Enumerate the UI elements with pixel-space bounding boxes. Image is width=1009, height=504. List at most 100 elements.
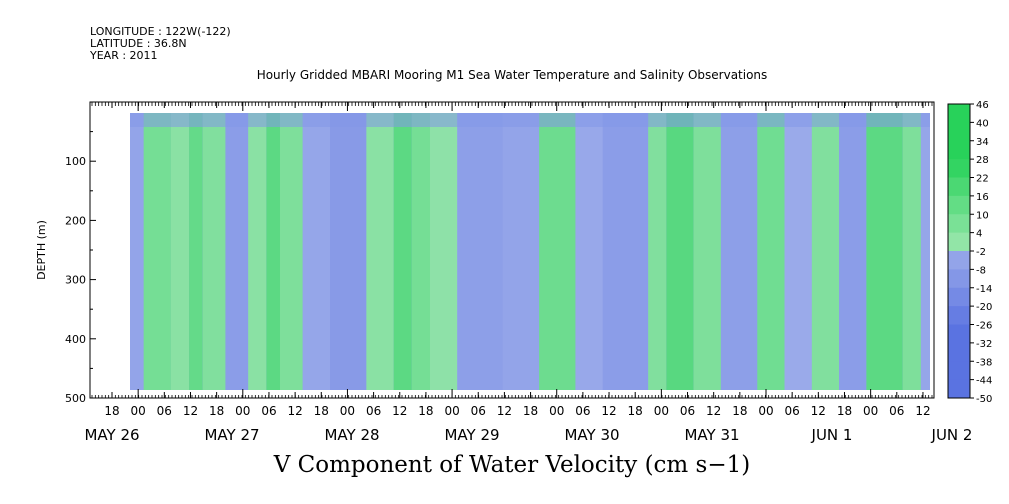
x-hour-label: 12	[183, 404, 198, 418]
heatmap-band	[130, 113, 144, 390]
x-date-label: MAY 26	[84, 426, 139, 444]
heatmap-band	[280, 113, 303, 390]
longitude-label: LONGITUDE : 122W(-122)	[90, 25, 231, 38]
colorbar-swatch	[948, 324, 970, 344]
x-hour-label: 06	[366, 404, 381, 418]
colorbar-swatch	[948, 306, 970, 325]
colorbar-swatch	[948, 342, 970, 362]
colorbar-swatch	[948, 379, 970, 399]
x-hour-label: 18	[732, 404, 747, 418]
heatmap-band	[920, 113, 930, 390]
colorbar-label: -50	[976, 394, 992, 405]
y-tick-label: 200	[65, 214, 86, 227]
colorbar-label: 10	[976, 210, 989, 221]
x-hour-label: 18	[104, 404, 119, 418]
colorbar-label: 34	[976, 137, 989, 148]
x-hour-label: 12	[497, 404, 512, 418]
y-axis: 100 200 300 400 500	[65, 131, 96, 405]
heatmap-band	[266, 113, 280, 390]
chart-title: Hourly Gridded MBARI Mooring M1 Sea Wate…	[256, 68, 768, 82]
heatmap-band	[757, 113, 785, 390]
x-axis-label: V Component of Water Velocity (cm s−1)	[273, 452, 751, 478]
heatmap-band	[302, 113, 330, 390]
x-date-label: MAY 30	[564, 426, 619, 444]
y-tick-label: 300	[65, 274, 86, 287]
x-hour-label: 00	[863, 404, 878, 418]
x-hour-label: 12	[915, 404, 930, 418]
x-date-label: MAY 28	[324, 426, 379, 444]
heatmap-band	[784, 113, 812, 390]
x-hour-label: 06	[889, 404, 904, 418]
colorbar-label: -32	[976, 339, 992, 350]
heatmap-band	[189, 113, 203, 390]
x-hour-label: 06	[471, 404, 486, 418]
colorbar-swatch	[948, 269, 970, 289]
x-date-label: JUN 2	[931, 426, 973, 444]
x-hour-label: 18	[628, 404, 643, 418]
colorbar-swatch	[948, 122, 970, 142]
colorbar-swatch	[948, 195, 970, 215]
surface-layer	[130, 113, 930, 127]
colorbar: 46 40 34 28 22 16 10 4 -2 -8 -14 -20 -26 -32 -38 -44 -50	[947, 100, 992, 405]
heatmap-band	[648, 113, 667, 390]
x-hour-label: 06	[575, 404, 590, 418]
colorbar-swatch	[948, 232, 970, 252]
heatmap-band	[457, 113, 503, 390]
x-hour-label: 18	[418, 404, 433, 418]
x-hour-label: 00	[549, 404, 564, 418]
x-hour-label: 18	[837, 404, 852, 418]
x-hour-label: 06	[261, 404, 276, 418]
x-date-label: MAY 31	[684, 426, 739, 444]
heatmap-band	[720, 113, 758, 390]
x-hour-label: 18	[523, 404, 538, 418]
x-hour-label: 06	[785, 404, 800, 418]
heatmap-band	[330, 113, 367, 390]
colorbar-label: -14	[976, 284, 992, 295]
colorbar-swatch	[948, 104, 970, 123]
x-hour-label: 00	[235, 404, 250, 418]
colorbar-label: -44	[976, 376, 992, 387]
heatmap-field	[130, 113, 930, 390]
colorbar-label: -38	[976, 357, 992, 368]
colorbar-swatch	[948, 159, 970, 178]
x-hour-label: 12	[287, 404, 302, 418]
heatmap-band	[575, 113, 603, 390]
heatmap-band	[539, 113, 576, 390]
heatmap-band	[502, 113, 540, 390]
x-hour-label: 12	[811, 404, 826, 418]
x-date-label: MAY 29	[444, 426, 499, 444]
y-tick-label: 400	[65, 333, 86, 346]
x-hour-label: 12	[392, 404, 407, 418]
heatmap-band	[839, 113, 867, 390]
heatmap-band	[225, 113, 249, 390]
heatmap-band	[170, 113, 190, 390]
colorbar-label: 46	[976, 100, 989, 111]
x-hour-label: 12	[601, 404, 616, 418]
x-hour-label: 00	[131, 404, 146, 418]
heatmap-band	[811, 113, 840, 390]
heatmap-band	[666, 113, 694, 390]
x-hour-label: 18	[314, 404, 329, 418]
heatmap-band	[143, 113, 171, 390]
heatmap-band	[602, 113, 649, 390]
x-hour-label: 18	[209, 404, 224, 418]
x-hour-label: 12	[706, 404, 721, 418]
colorbar-swatch	[948, 140, 970, 160]
colorbar-label: -2	[976, 247, 986, 258]
colorbar-swatch	[948, 361, 970, 381]
y-axis-label: DEPTH (m)	[35, 220, 48, 280]
colorbar-label: 22	[976, 174, 989, 185]
y-tick-label: 500	[65, 392, 86, 405]
x-hour-label: 06	[680, 404, 695, 418]
colorbar-swatch	[948, 177, 970, 197]
x-axis: 18 00 06 12 18 00 06 12 18 00 06 12 18 00 06 12 18 00 06 12…	[84, 102, 972, 444]
heatmap-band	[202, 113, 226, 390]
year-label: YEAR : 2011	[90, 49, 158, 62]
x-hour-label: 00	[340, 404, 355, 418]
colorbar-swatch	[948, 251, 970, 270]
colorbar-label: -26	[976, 321, 992, 332]
colorbar-swatch	[948, 287, 970, 307]
y-tick-label: 100	[65, 155, 86, 168]
x-hour-label: 06	[157, 404, 172, 418]
